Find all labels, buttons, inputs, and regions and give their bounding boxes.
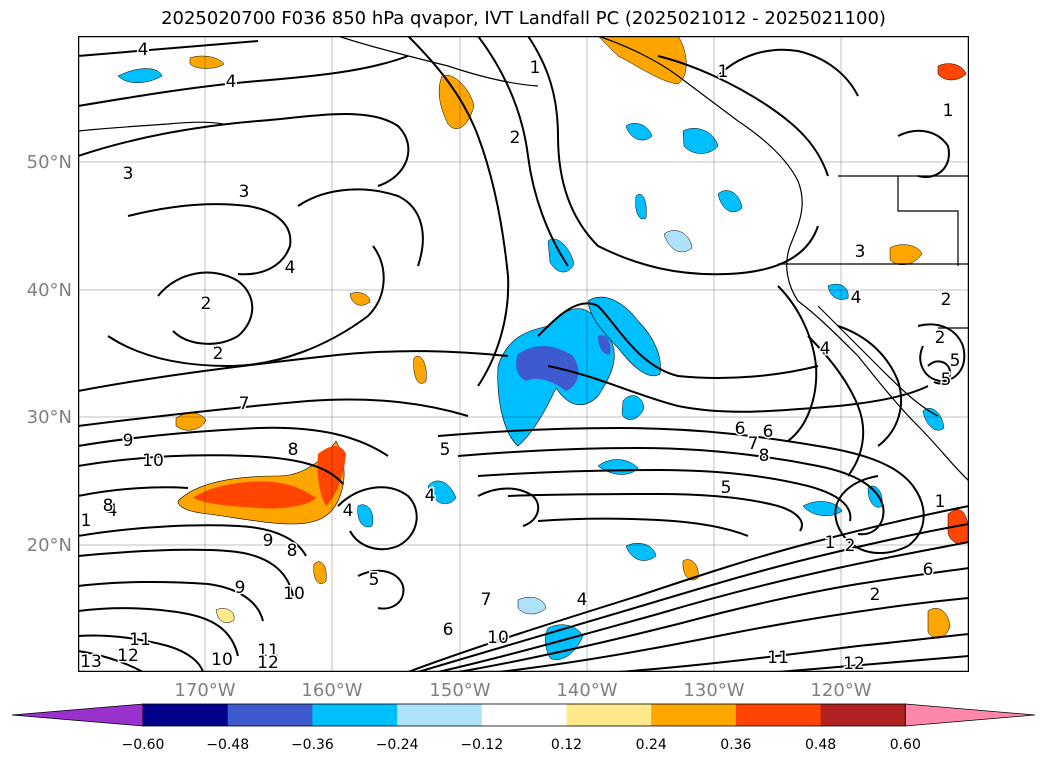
contour-label: 1 (935, 492, 946, 512)
colorbar-tick-label: −0.48 (206, 737, 250, 753)
contour-label: 9 (263, 531, 274, 551)
contour-label: 5 (941, 370, 952, 390)
colorbar-extend-max (904, 703, 1036, 727)
colorbar-cell (143, 704, 229, 726)
contour-label: 3 (123, 164, 134, 184)
colorbar-cell (820, 704, 906, 726)
contour-label: 4 (343, 501, 354, 521)
colorbar-cell (651, 704, 737, 726)
ivt-contours (78, 36, 969, 672)
contour-label: 1 (943, 101, 954, 121)
colorbar-tick-label: −0.36 (290, 737, 334, 753)
contour-label: 8 (103, 496, 114, 516)
contour-label: 2 (213, 344, 224, 364)
qvapor-shading (117, 36, 969, 660)
contour-label: 9 (235, 578, 246, 598)
contour-label: 1 (81, 511, 92, 531)
lon-label-160w: 160°W (301, 680, 363, 701)
contour-label: 6 (923, 560, 934, 580)
contour-label: 4 (577, 590, 588, 610)
contour-label: 3 (239, 182, 250, 202)
contour-label: 5 (369, 570, 380, 590)
map-frame (78, 36, 969, 672)
colorbar-tick-label: −0.12 (460, 737, 504, 753)
contour-label: 11 (129, 630, 151, 650)
contour-label: 8 (759, 446, 770, 466)
contour-label: 12 (843, 654, 865, 672)
contour-label: 4 (851, 288, 862, 308)
contour-label: 11 (257, 641, 279, 661)
contour-label: 4 (107, 501, 118, 521)
colorbar-tick-label: 0.24 (635, 737, 667, 753)
contour-label: 2 (201, 294, 212, 314)
contour-label: 2 (935, 328, 946, 348)
map-panel: 4 4 1 1 1 2 3 3 4 2 2 3 4 2 2 5 4 7 6 9 8 5 6 7 10 8 5 4 1 9 8 9 10 5 4 7 4 6… (78, 36, 969, 672)
contour-label: 2 (941, 290, 952, 310)
colorbar (11, 703, 1036, 727)
colorbar-cell (227, 704, 313, 726)
contour-label: 7 (748, 434, 759, 454)
contour-label: 4 (285, 258, 296, 278)
contour-label: 9 (123, 431, 134, 451)
coastlines (78, 36, 969, 482)
contour-label: 8 (288, 440, 299, 460)
lat-label-40n: 40°N (26, 280, 72, 301)
contour-label: 4 (425, 486, 436, 506)
colorbar-cell (481, 704, 567, 726)
contour-label: 10 (283, 584, 305, 604)
colorbar-tick-label: −0.24 (375, 737, 419, 753)
contour-label: 4 (226, 72, 237, 92)
colorbar-tick-label: −0.60 (121, 737, 165, 753)
lon-label-170w: 170°W (174, 680, 236, 701)
contour-label: 2 (510, 128, 521, 148)
contour-label: 4 (138, 40, 149, 60)
contour-label: 10 (142, 451, 164, 471)
contour-label: 11 (767, 648, 789, 668)
contour-label: 3 (855, 242, 866, 262)
colorbar-tick-label: 0.48 (805, 737, 837, 753)
colorbar-cell (566, 704, 652, 726)
contour-label: 4 (820, 339, 831, 359)
contour-label: 5 (721, 478, 732, 498)
lat-label-20n: 20°N (26, 535, 72, 556)
contour-label: 6 (443, 620, 454, 640)
colorbar-cell (397, 704, 483, 726)
lon-label-150w: 150°W (429, 680, 491, 701)
contour-label: 10 (487, 628, 509, 648)
contour-label: 6 (763, 422, 774, 442)
colorbar-extend-min (11, 703, 144, 727)
contour-label: 5 (440, 440, 451, 460)
lon-label-140w: 140°W (556, 680, 618, 701)
contour-label: 2 (845, 536, 856, 556)
colorbar-tick-label: 0.60 (889, 737, 921, 753)
contour-label: 13 (80, 652, 102, 672)
contour-label: 8 (287, 541, 298, 561)
contour-label: 5 (950, 351, 961, 371)
contour-label: 6 (735, 419, 746, 439)
contour-label: 1 (718, 62, 729, 82)
contour-label: 1 (825, 533, 836, 553)
colorbar-tick-label: 0.12 (550, 737, 583, 753)
colorbar-cell (735, 704, 822, 726)
contour-label: 2 (870, 585, 881, 605)
graticule (78, 36, 969, 672)
colorbar-tick-label: 0.36 (720, 737, 752, 753)
colorbar-cell (312, 704, 398, 726)
contour-label: 7 (481, 590, 492, 610)
contour-label: 10 (211, 650, 233, 670)
colorbar-cells (11, 703, 1036, 727)
colorbar-frame (142, 703, 906, 727)
lat-label-50n: 50°N (26, 152, 72, 173)
contour-label: 12 (117, 646, 139, 666)
lon-label-120w: 120°W (810, 680, 872, 701)
lat-label-30n: 30°N (26, 407, 72, 428)
contour-label: 12 (257, 653, 279, 672)
contour-label: 7 (239, 394, 250, 414)
contour-label: 1 (530, 58, 541, 78)
map-title: 2025020700 F036 850 hPa qvapor, IVT Land… (161, 8, 886, 29)
lon-label-130w: 130°W (683, 680, 745, 701)
